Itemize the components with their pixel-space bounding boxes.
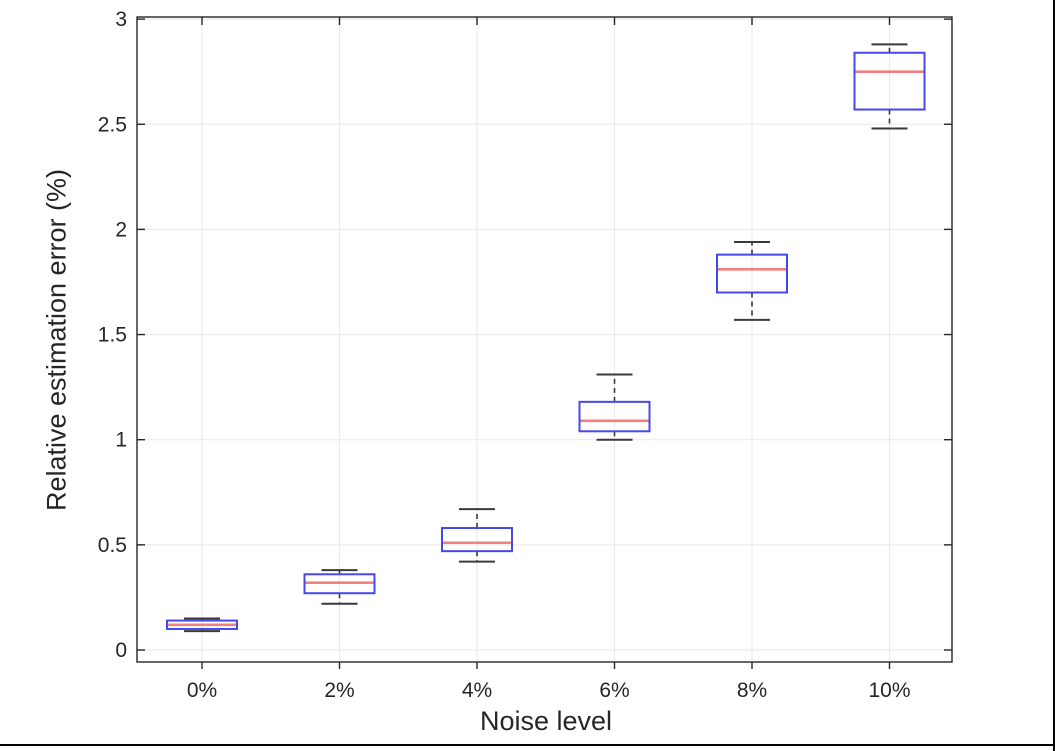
box-iqr [578,400,651,433]
y-tick-label: 2.5 [98,113,127,136]
x-tick-label: 4% [462,679,492,702]
box-iqr [166,619,238,630]
y-tick-label: 3 [115,8,127,31]
y-tick-label: 0.5 [98,534,127,557]
x-tick-label: 2% [324,679,354,702]
x-tick-label: 8% [737,679,767,702]
y-tick-label: 1.5 [98,324,127,347]
x-tick-label: 0% [187,679,217,702]
y-tick-label: 2 [115,218,127,241]
box-iqr [716,253,788,294]
y-axis-label: Relative estimation error (%) [41,168,72,512]
y-tick-label: 1 [115,429,127,452]
x-axis-label: Noise level [479,706,613,736]
box-iqr [303,573,376,595]
axis-box [136,16,953,663]
y-tick-label: 0 [115,639,127,662]
x-tick-label: 6% [599,679,629,702]
page-border-bottom [0,744,1055,746]
x-tick-label: 10% [868,679,910,702]
box-iqr [441,527,513,553]
page-border-right [1053,0,1055,751]
box-iqr [853,51,926,111]
